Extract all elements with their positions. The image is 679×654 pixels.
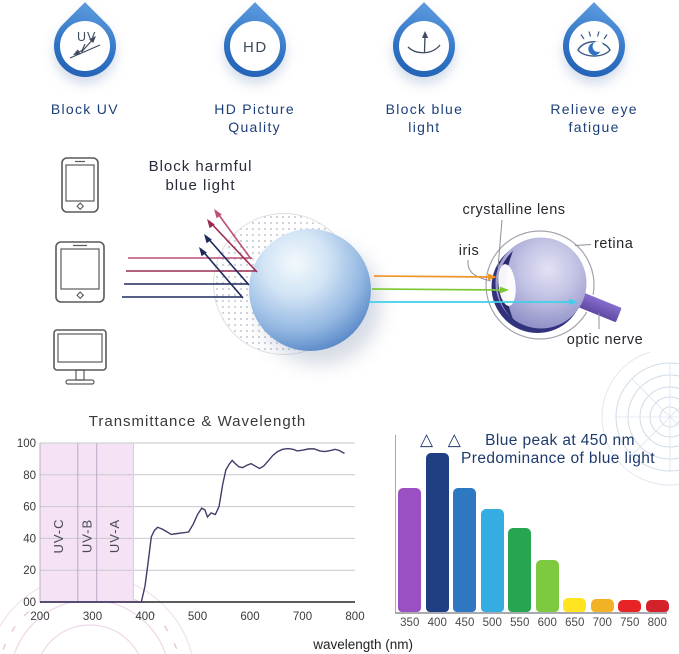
drop-shape: HD xyxy=(210,0,299,92)
smartphone-icon xyxy=(61,157,99,213)
annotation-line1: Blue peak at 450 nm xyxy=(485,432,635,449)
bar-x-tick-label: 650 xyxy=(565,617,585,629)
y-tick-label: 60 xyxy=(23,502,36,514)
hd-icon: HD xyxy=(243,39,268,56)
spectrum-bar-chart: △ △ Blue peak at 450 nm Predominance of … xyxy=(390,420,679,654)
iris-label: iris xyxy=(458,243,480,259)
bar-400 xyxy=(425,453,449,612)
x-tick-label: 700 xyxy=(293,611,312,623)
bar-chart-xlabels: 350 400 450 500 550 600 650 700 750 800 xyxy=(396,617,671,629)
features-row: UV Block UV HD xyxy=(0,0,679,142)
bar-700 xyxy=(590,598,614,612)
x-tick-label: 200 xyxy=(30,611,49,623)
device-icons xyxy=(53,157,107,385)
y-tick-label: 00 xyxy=(23,597,36,609)
drop-shape: UV xyxy=(41,0,129,92)
x-tick-label: 500 xyxy=(188,611,207,623)
x-tick-label: 400 xyxy=(135,611,154,623)
tablet-icon xyxy=(55,241,105,303)
block-blue-light-icon xyxy=(407,31,441,54)
block-harmful-caption: Block harmful blue light xyxy=(148,158,253,194)
feature-relieve-eye-fatigue: Relieve eye fatigue xyxy=(509,0,679,142)
y-tick-label: 20 xyxy=(23,565,36,577)
transmittance-curve xyxy=(40,447,345,603)
y-tick-label: 100 xyxy=(17,438,36,450)
bar-x-tick-label: 350 xyxy=(400,617,420,629)
reflected-ray-arrow xyxy=(214,209,252,260)
bar-chart-y-axis xyxy=(395,435,396,612)
optic-nerve-label: optic nerve xyxy=(566,332,644,348)
eye-diagram xyxy=(467,219,623,340)
drop-shape xyxy=(380,0,469,92)
peak-triangle-markers: △ △ xyxy=(420,430,466,449)
uv-band-UV-A xyxy=(96,443,134,602)
uv-band-UV-B xyxy=(77,443,97,602)
cyan-ray-arrow xyxy=(369,298,578,306)
feature-block-blue-light: Block blue light xyxy=(340,0,510,142)
rays-and-eye xyxy=(122,209,623,340)
reflected-ray-arrow xyxy=(207,219,258,273)
feature-block-uv: UV Block UV xyxy=(0,0,170,142)
bar-600 xyxy=(535,559,559,612)
eyeball xyxy=(495,237,587,329)
feature-label: Relieve eye fatigue xyxy=(550,101,638,135)
x-tick-label: 300 xyxy=(83,611,102,623)
feature-hd-quality: HD HD Picture Quality xyxy=(170,0,340,142)
bar-450 xyxy=(453,487,476,612)
uv-band-label: UV-A xyxy=(107,519,122,553)
bar-500 xyxy=(480,508,504,612)
bar-x-tick-label: 500 xyxy=(482,617,502,629)
green-ray-arrow xyxy=(371,286,509,294)
lens-eye-diagram: Block harmful blue light xyxy=(0,150,679,385)
uv-band-label: UV-B xyxy=(79,519,94,553)
eye-fatigue-icon xyxy=(577,31,611,57)
reflected-ray-arrow xyxy=(199,234,250,299)
drop-shape xyxy=(550,0,638,92)
crystalline-lens-label: crystalline lens xyxy=(462,202,566,218)
bar-650 xyxy=(563,597,586,612)
bar-x-tick-label: 600 xyxy=(537,617,557,629)
uv-block-icon: UV xyxy=(69,30,101,59)
y-tick-label: 80 xyxy=(23,470,36,482)
uv-band-UV-C xyxy=(40,443,78,602)
feature-label: HD Picture Quality xyxy=(214,101,295,135)
bar-x-tick-label: 800 xyxy=(647,617,667,629)
annotation-line2: Predominance of blue light xyxy=(461,450,655,467)
monitor-icon xyxy=(53,329,107,385)
chart-title: Transmittance & Wavelength xyxy=(88,413,307,430)
retina-label: retina xyxy=(594,236,634,252)
x-tick-label: 800 xyxy=(345,611,364,623)
y-tick-label: 40 xyxy=(23,533,36,545)
feature-label: Block UV xyxy=(50,101,119,117)
x-tick-label: 600 xyxy=(240,611,259,623)
crystalline-lens-shape xyxy=(498,264,516,306)
bar-x-tick-label: 550 xyxy=(510,617,530,629)
blue-lens xyxy=(249,229,371,351)
feature-label: Block blue light xyxy=(385,101,464,135)
bar-x-tick-label: 750 xyxy=(620,617,640,629)
bar-x-tick-label: 400 xyxy=(427,617,447,629)
bar-x-tick-label: 450 xyxy=(455,617,475,629)
transmittance-chart-svg: UV-C UV-B UV-A 200 300 400 500 600 700 800 100 80 60… xyxy=(17,438,413,652)
bar-550 xyxy=(508,527,531,612)
x-axis-label: wavelength (nm) xyxy=(312,637,413,652)
hd-icon-text: HD xyxy=(243,39,268,56)
bar-x-tick-label: 700 xyxy=(592,617,612,629)
orange-ray-arrow xyxy=(373,273,497,281)
bar-chart-x-axis xyxy=(395,612,667,614)
bar-750 xyxy=(618,600,641,612)
uv-band-label: UV-C xyxy=(51,518,66,553)
bar-350 xyxy=(398,487,421,612)
bar-chart-bars xyxy=(398,453,669,612)
bar-800 xyxy=(645,600,669,612)
incoming-ray xyxy=(122,283,248,298)
transmittance-chart: Transmittance & Wavelength UV-C UV-B UV-A 2… xyxy=(15,408,415,654)
